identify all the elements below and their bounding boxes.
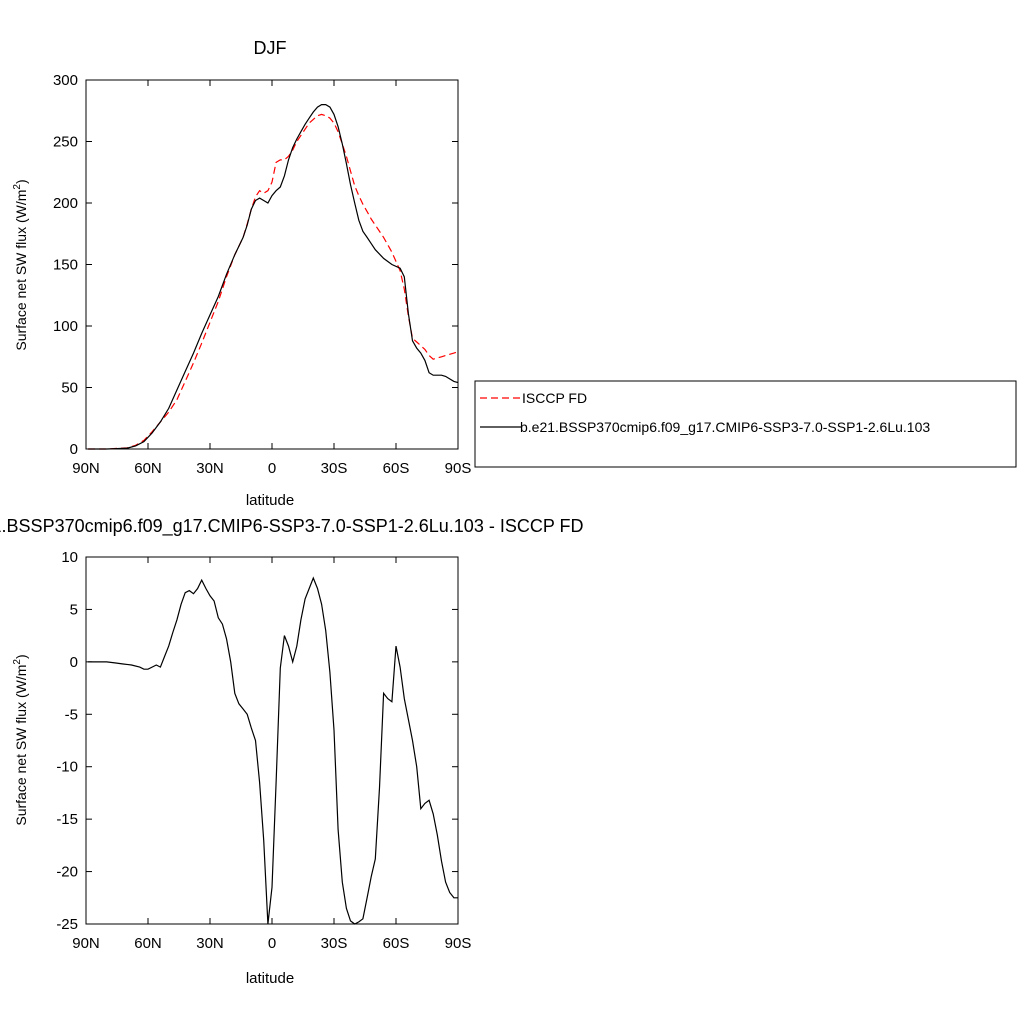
bottom-x-axis-label: latitude <box>246 970 294 987</box>
x-tick-label: 30N <box>196 935 224 952</box>
y-tick-label: -25 <box>56 916 78 933</box>
series-line-0 <box>88 576 458 925</box>
legend-box <box>474 380 1017 468</box>
y-tick-label: -15 <box>56 811 78 828</box>
top-series-lines <box>88 103 459 450</box>
series-line-1 <box>88 103 459 450</box>
y-tick-label: -20 <box>56 864 78 881</box>
bottom-plot-frame <box>85 556 459 925</box>
bottom-series-lines <box>88 576 458 925</box>
top-plot-frame <box>85 79 459 450</box>
bottom-x-ticks: 90N 60N 30N 0 30S 60S 90S <box>72 557 471 952</box>
x-tick-label: 0 <box>268 935 276 952</box>
y-tick-label: 250 <box>53 134 78 151</box>
legend-item-isccp: ISCCP FD <box>522 390 587 406</box>
x-tick-label: 60S <box>383 460 410 477</box>
y-tick-label: 50 <box>61 380 78 397</box>
bottom-panel: b.e21.BSSP370cmip6.f09_g17.CMIP6-SSP3-7.… <box>0 516 584 987</box>
x-tick-label: 0 <box>268 460 276 477</box>
bottom-y-ticks: -25 -20 -15 -10 -5 0 5 10 <box>56 549 458 933</box>
x-tick-label: 60S <box>383 935 410 952</box>
x-tick-label: 90N <box>72 460 100 477</box>
x-tick-label: 30S <box>321 935 348 952</box>
x-tick-label: 30S <box>321 460 348 477</box>
legend-item-model: b.e21.BSSP370cmip6.f09_g17.CMIP6-SSP3-7.… <box>520 419 930 435</box>
y-tick-label: 0 <box>70 441 78 458</box>
legend: ISCCP FD b.e21.BSSP370cmip6.f09_g17.CMIP… <box>474 380 1017 468</box>
top-y-ticks: 0 50 100 150 200 250 300 <box>53 72 458 458</box>
bottom-y-axis-label: Surface net SW flux (W/m2) <box>12 654 29 825</box>
x-tick-label: 90N <box>72 935 100 952</box>
top-x-axis-label: latitude <box>246 492 294 509</box>
y-tick-label: -10 <box>56 759 78 776</box>
y-tick-label: 150 <box>53 257 78 274</box>
top-chart-title: DJF <box>254 38 287 58</box>
y-tick-label: 100 <box>53 318 78 335</box>
y-tick-label: 10 <box>61 549 78 566</box>
y-tick-label: 200 <box>53 195 78 212</box>
top-y-axis-label: Surface net SW flux (W/m2) <box>12 179 29 350</box>
y-tick-label: -5 <box>65 706 78 723</box>
x-tick-label: 60N <box>134 935 162 952</box>
x-tick-label: 60N <box>134 460 162 477</box>
series-line-0 <box>88 113 459 450</box>
x-tick-label: 30N <box>196 460 224 477</box>
y-tick-label: 300 <box>53 72 78 89</box>
x-tick-label: 90S <box>445 460 472 477</box>
bottom-chart-title: b.e21.BSSP370cmip6.f09_g17.CMIP6-SSP3-7.… <box>0 516 584 537</box>
top-x-ticks: 90N 60N 30N 0 30S 60S 90S <box>72 80 471 477</box>
y-tick-label: 5 <box>70 601 78 618</box>
x-tick-label: 90S <box>445 935 472 952</box>
y-tick-label: 0 <box>70 654 78 671</box>
